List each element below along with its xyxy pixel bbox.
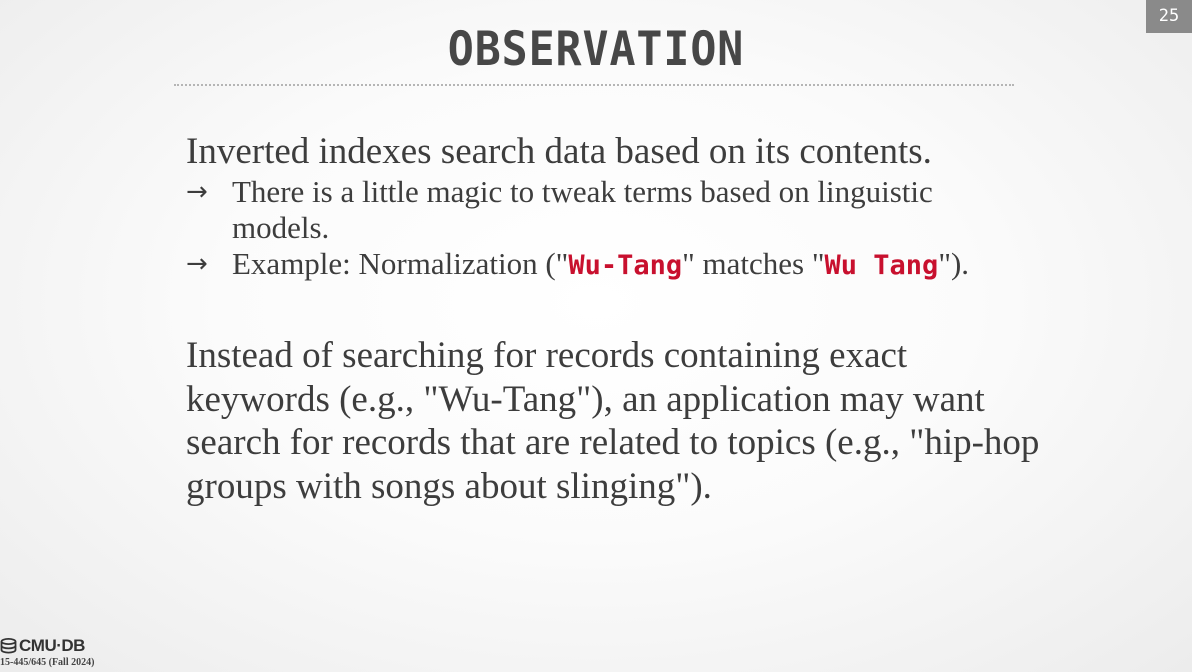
code-term: Wu Tang: [824, 250, 939, 281]
bullet-item: → Example: Normalization ("Wu-Tang" matc…: [186, 246, 1032, 284]
body-paragraph: Instead of searching for records contain…: [186, 335, 1040, 507]
bullet-text-suffix: ").: [938, 246, 970, 281]
intro-text: Inverted indexes search data based on it…: [186, 131, 932, 172]
database-icon: [0, 638, 17, 654]
bullet-text-prefix: Example: Normalization (": [232, 246, 569, 281]
slide-content: Inverted indexes search data based on it…: [186, 130, 1046, 545]
slide-number: 25: [1146, 0, 1192, 33]
right-arrow-icon: →: [186, 177, 208, 207]
bullet-item: → There is a little magic to tweak terms…: [186, 174, 1032, 246]
course-label: 15-445/645 (Fall 2024): [0, 657, 95, 668]
bullet-text: There is a little magic to tweak terms b…: [232, 174, 933, 245]
right-arrow-icon: →: [186, 249, 208, 279]
cmu-db-logo: CMU·DB: [0, 636, 85, 656]
logo-text: CMU·DB: [19, 636, 85, 655]
slide-title: OBSERVATION: [447, 22, 745, 77]
title-divider: [174, 84, 1014, 86]
bullet-list: → There is a little magic to tweak terms…: [186, 174, 1046, 284]
bullet-text-middle: " matches ": [682, 246, 825, 281]
code-term: Wu-Tang: [568, 250, 683, 281]
